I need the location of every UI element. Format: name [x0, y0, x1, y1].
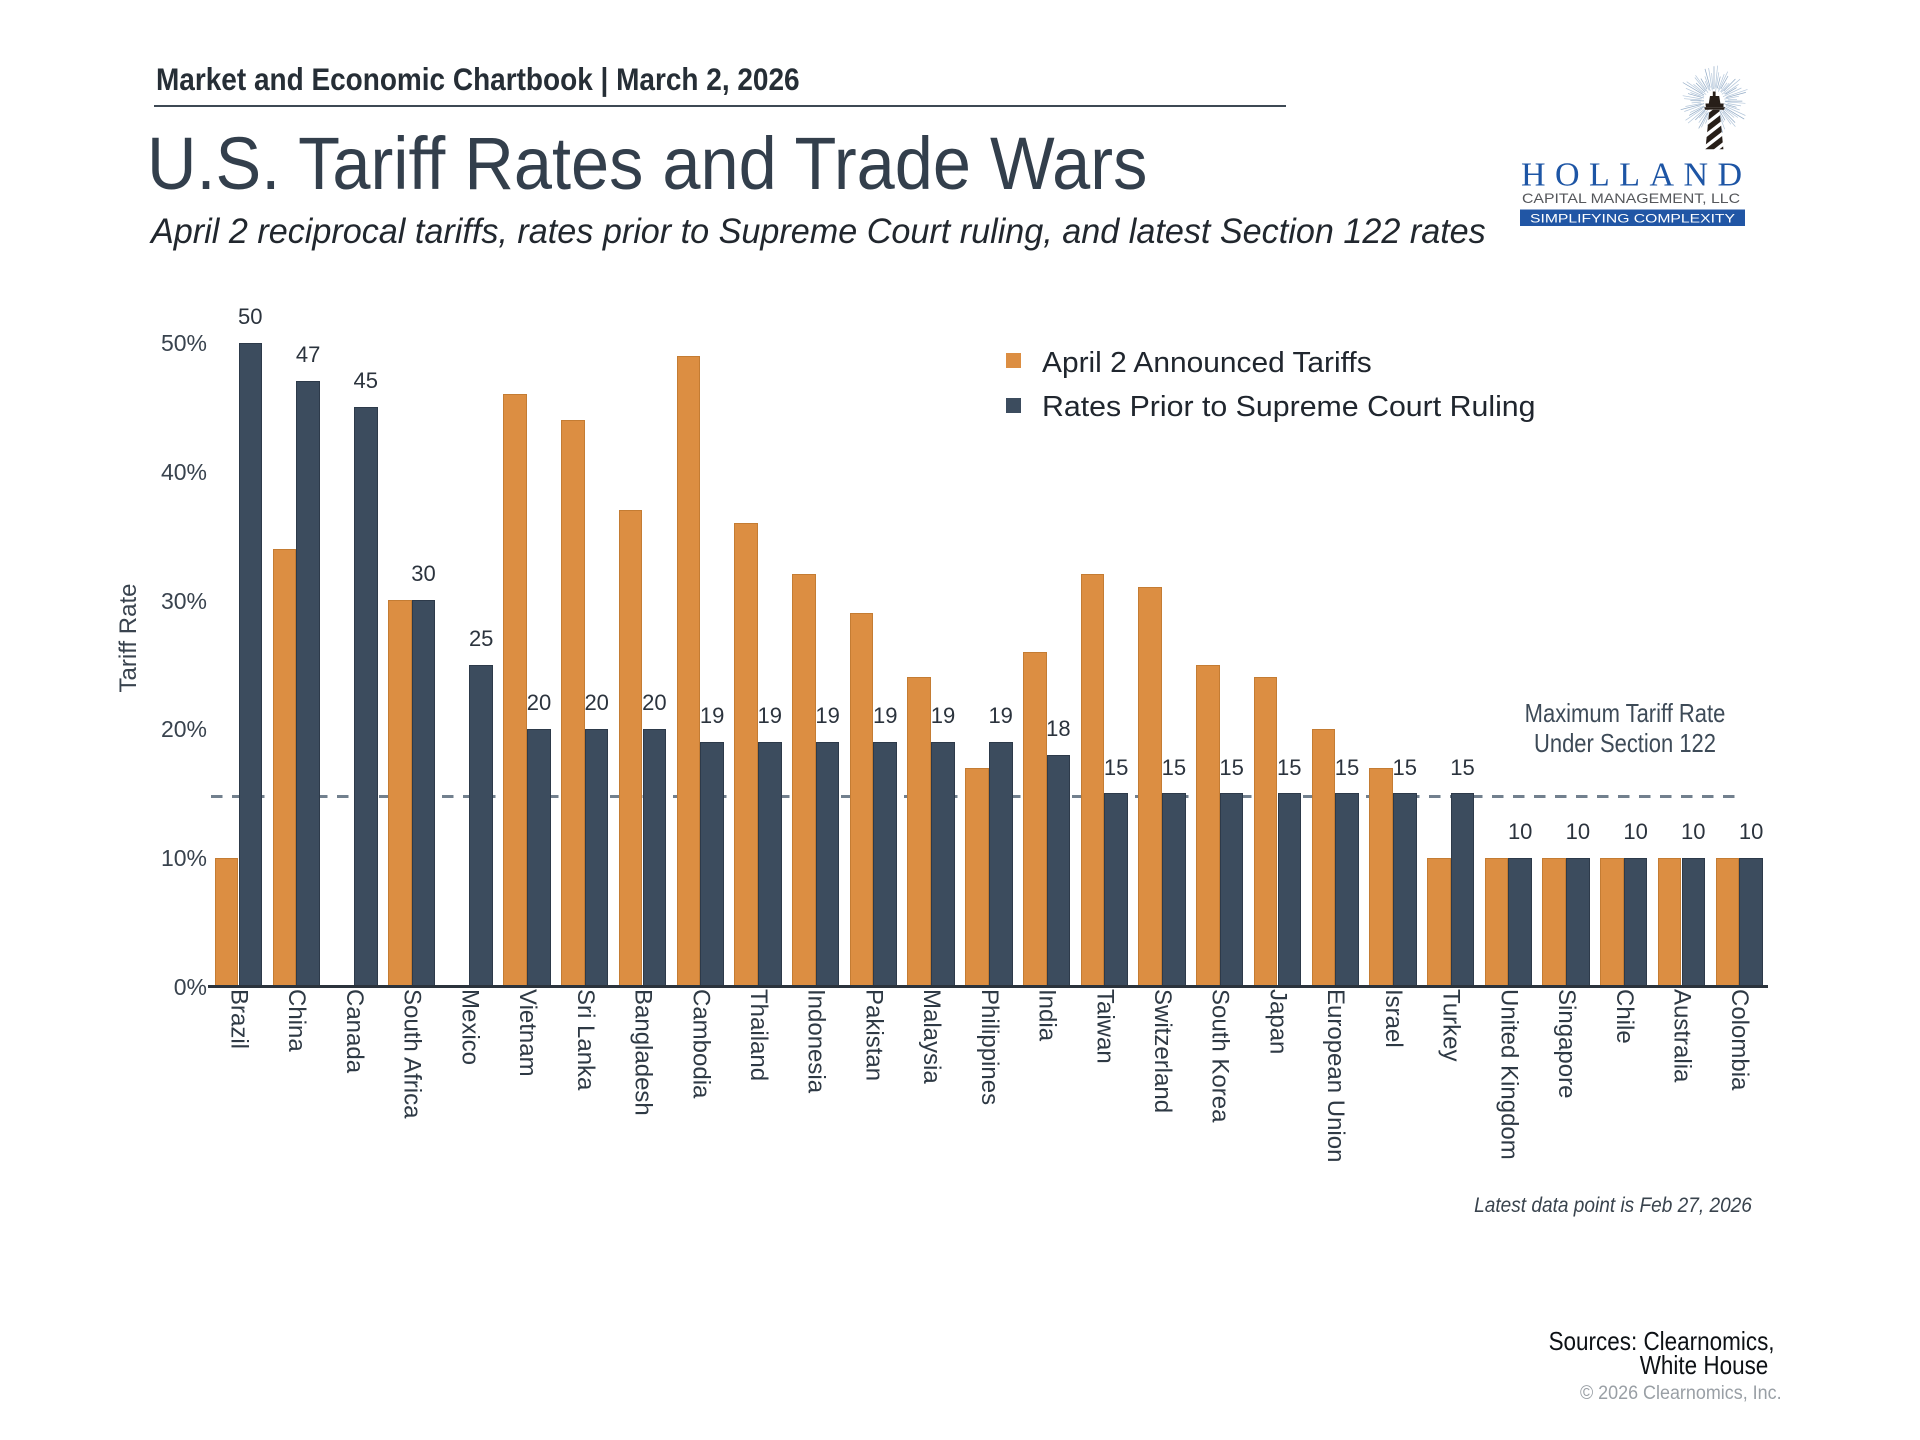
svg-text:HOLLAND: HOLLAND	[1521, 157, 1742, 194]
svg-text:CAPITAL MANAGEMENT, LLC: CAPITAL MANAGEMENT, LLC	[1522, 190, 1740, 206]
svg-text:SIMPLIFYING COMPLEXITY: SIMPLIFYING COMPLEXITY	[1530, 211, 1735, 225]
